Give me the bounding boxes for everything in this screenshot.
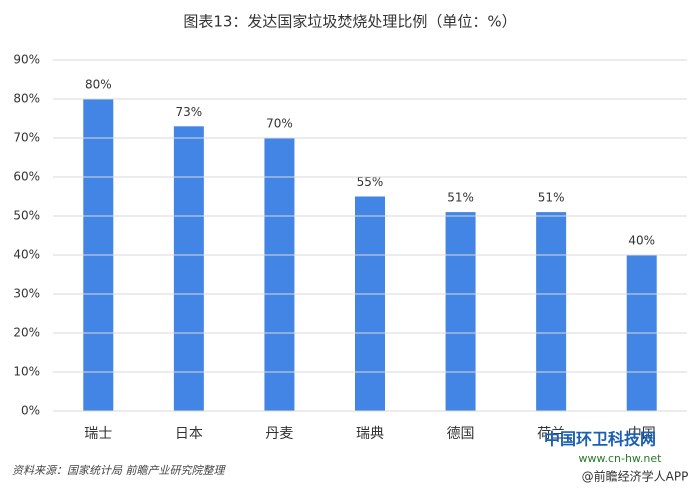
chart-title: 图表13：发达国家垃圾焚烧处理比例（单位：%） [183,13,516,31]
x-tick-label: 瑞典 [356,426,384,442]
watermark: www.cn-hw.net [579,452,663,465]
bar [355,196,385,411]
value-label: 80% [85,78,112,92]
watermark: @前瞻经济学人APP [582,469,689,484]
bar [445,212,476,411]
x-tick-label: 丹麦 [265,426,293,442]
bar [173,126,204,412]
value-label: 70% [266,117,293,131]
y-tick-label: 0% [21,404,40,418]
y-tick-label: 50% [13,209,40,223]
bar [536,212,567,411]
value-label: 51% [447,191,474,205]
x-tick-label: 日本 [175,426,203,442]
watermark: 中国环卫科技网 [544,430,656,449]
x-tick-label: 德国 [447,426,475,442]
x-tick-label: 荷兰 [537,426,565,442]
y-tick-label: 20% [13,326,40,340]
value-label: 51% [538,191,565,205]
bar [264,138,295,411]
value-label: 73% [176,105,203,119]
y-tick-label: 30% [13,287,40,301]
value-label: 55% [357,175,384,189]
y-tick-label: 90% [13,53,40,67]
x-tick-label: 瑞士 [84,426,112,442]
y-tick-label: 60% [13,170,40,184]
x-tick-label: 中国 [628,426,656,442]
y-tick-label: 70% [13,131,40,145]
y-tick-label: 80% [13,92,40,106]
value-label: 40% [628,234,655,248]
y-tick-label: 10% [13,365,40,379]
y-tick-label: 40% [13,248,40,262]
source-note: 资料来源：国家统计局 前瞻产业研究院整理 [12,464,226,477]
